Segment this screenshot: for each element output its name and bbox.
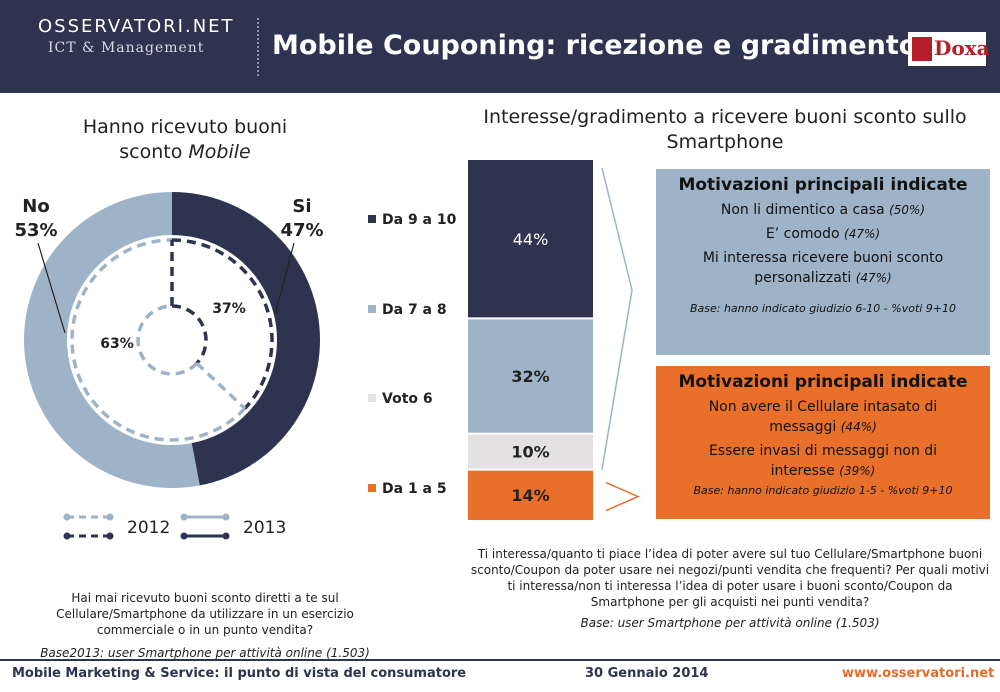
left-chart-title-line2: sconto	[119, 141, 189, 163]
positive-motivations-title: Motivazioni principali indicate	[678, 175, 968, 195]
bar-value-label: 10%	[511, 443, 549, 462]
bar-value-label: 32%	[511, 367, 549, 386]
bar-legend-item: Da 9 a 10	[368, 212, 456, 228]
donut-slice-2013-no	[24, 192, 200, 488]
legend-marker	[180, 513, 188, 521]
header-divider	[257, 18, 259, 76]
positive-motivation-item: Mi interessa ricevere buoni sconto perso…	[686, 248, 960, 288]
bar-segment-1	[468, 160, 593, 319]
page-title: Mobile Couponing: ricezione e gradimento	[272, 30, 918, 61]
donut-value-si: 47%	[280, 220, 323, 241]
legend-swatch	[368, 215, 376, 223]
legend-label: Da 7 a 8	[382, 302, 447, 318]
motivation-pct: (50%)	[889, 203, 926, 217]
donut-arc-2012-si	[171, 304, 208, 365]
right-question-wrap: Ti interessa/quanto ti piace l’idea di p…	[470, 546, 990, 630]
footer-divider	[0, 659, 1000, 661]
right-question: Ti interessa/quanto ti piace l’idea di p…	[470, 547, 990, 609]
legend-marker	[222, 532, 230, 540]
positive-motivation-item: Non li dimentico a casa (50%)	[656, 200, 990, 220]
bar-connector-positive	[601, 167, 633, 470]
bar-value-label: 14%	[511, 486, 549, 505]
motivation-text: Essere invasi di messaggi non di interes…	[708, 443, 938, 479]
legend-marker	[106, 532, 114, 540]
donut-arc-2012-si	[171, 238, 274, 410]
bar-segment-2	[468, 318, 593, 434]
right-base: Base: user Smartphone per attività onlin…	[580, 616, 880, 630]
donut-value-no: 53%	[14, 220, 57, 241]
motivation-pct: (47%)	[855, 271, 892, 285]
legend-label: Voto 6	[382, 391, 433, 407]
donut-label-no: No	[22, 196, 49, 217]
negative-motivations-panel: Motivazioni principali indicate Non aver…	[656, 366, 990, 519]
left-chart-title-italic: Mobile	[188, 141, 251, 163]
motivation-text: E’ comodo	[765, 226, 840, 242]
legend-2013-label: 2013	[243, 518, 286, 538]
donut-slice-2013-si	[172, 192, 321, 486]
left-chart-title-line1: Hanno ricevuto buoni	[82, 116, 288, 138]
bar-connector-negative	[605, 481, 640, 512]
legend-swatch	[368, 394, 376, 402]
stacked-bar-chart: 44% 32% 10% 14%	[468, 160, 640, 520]
motivation-text: Mi interessa ricevere buoni sconto perso…	[702, 250, 944, 286]
negative-motivation-item: Non avere il Cellulare intasato di messa…	[686, 397, 960, 437]
bar-legend-item: Da 7 a 8	[368, 302, 447, 318]
legend-marker	[106, 513, 114, 521]
donut-value-2012-no: 63%	[100, 336, 134, 352]
donut-arc-2012-no	[136, 304, 199, 376]
positive-motivations-base: Base: hanno indicato giudizio 6-10 - %vo…	[689, 302, 957, 315]
legend-marker	[180, 532, 188, 540]
motivation-pct: (47%)	[844, 227, 881, 241]
bar-value-label: 44%	[513, 230, 549, 249]
negative-motivations-title: Motivazioni principali indicate	[678, 372, 968, 392]
motivation-pct: (39%)	[839, 464, 876, 478]
legend-marker	[63, 532, 71, 540]
negative-motivations-list: Non avere il Cellulare intasato di messa…	[656, 397, 990, 481]
left-question: Hai mai ricevuto buoni sconto diretti a …	[56, 591, 354, 637]
bar-segment-3	[468, 433, 593, 470]
left-chart-title: Hanno ricevuto buoni sconto Mobile	[40, 115, 330, 165]
donut-label-si: Si	[292, 196, 311, 217]
doxa-logo-icon	[912, 37, 932, 61]
legend-label: Da 9 a 10	[382, 212, 457, 228]
donut-value-2012-si: 37%	[212, 301, 246, 317]
legend-2012-label: 2012	[127, 518, 170, 538]
bar-segment-4	[468, 469, 593, 520]
footer-link[interactable]: www.osservatori.net	[842, 666, 995, 681]
motivation-text: Non li dimentico a casa	[720, 202, 885, 218]
donut-chart: Si 47% No 53% 37% 63% 2012 2013	[14, 192, 324, 540]
header-bar	[0, 0, 1000, 93]
positive-motivations-panel: Motivazioni principali indicate Non li d…	[656, 169, 990, 355]
donut-leader-no	[37, 242, 66, 334]
logo-text: OSSERVATORI.NET	[38, 16, 235, 37]
logo-subtext: ICT & Management	[48, 40, 205, 56]
bar-legend: Da 9 a 10 Da 7 a 8 Voto 6 Da 1 a 5	[368, 0, 468, 692]
left-question-wrap: Hai mai ricevuto buoni sconto diretti a …	[40, 590, 370, 660]
legend-marker	[222, 513, 230, 521]
positive-motivations-list: Non li dimentico a casa (50%) E’ comodo …	[656, 200, 990, 288]
motivation-pct: (44%)	[840, 420, 877, 434]
doxa-logo-text: Doxa	[934, 36, 990, 60]
motivation-text: Non avere il Cellulare intasato di messa…	[708, 399, 938, 435]
negative-motivation-item: Essere invasi di messaggi non di interes…	[686, 441, 960, 481]
footer-title: Mobile Marketing & Service: il punto di …	[12, 666, 467, 681]
doxa-logo: Doxa	[908, 32, 990, 66]
legend-swatch	[368, 484, 376, 492]
bar-legend-item: Da 1 a 5	[368, 481, 447, 497]
legend-label: Da 1 a 5	[382, 481, 447, 497]
donut-divider-split	[195, 361, 247, 410]
right-chart-title: Interesse/gradimento a ricevere buoni sc…	[483, 106, 967, 153]
footer-date: 30 Gennaio 2014	[585, 666, 709, 681]
negative-motivations-base: Base: hanno indicato giudizio 1-5 - %vot…	[693, 484, 953, 497]
donut-leader-si	[274, 242, 295, 316]
left-base: Base2013: user Smartphone per attività o…	[40, 646, 370, 660]
donut-arc-2012-no	[70, 238, 247, 442]
positive-motivation-item: E’ comodo (47%)	[656, 224, 990, 244]
bar-legend-item: Voto 6	[368, 391, 433, 407]
legend-marker	[63, 513, 71, 521]
legend-swatch	[368, 305, 376, 313]
